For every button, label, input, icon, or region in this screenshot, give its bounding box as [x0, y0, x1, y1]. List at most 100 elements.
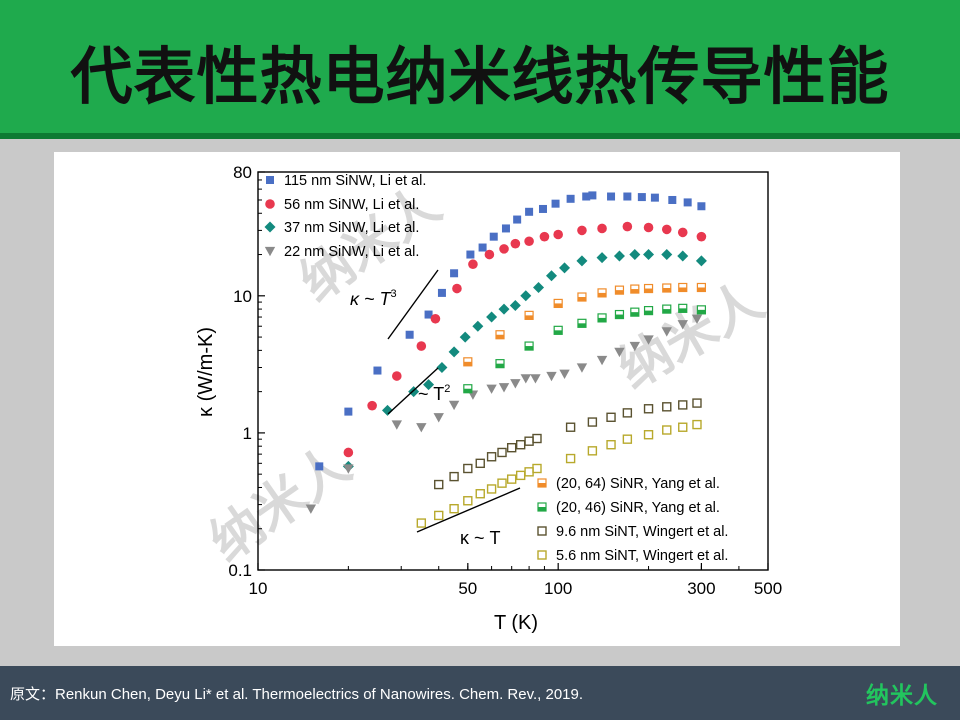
data-point-series-3 [448, 400, 460, 411]
data-point-series-5 [678, 303, 688, 313]
data-point-series-4 [577, 292, 587, 302]
data-point-series-0 [650, 193, 659, 202]
legend-label-series-1: 56 nm SiNW, Li et al. [284, 197, 419, 213]
data-point-series-1 [468, 259, 478, 270]
data-point-series-2 [381, 404, 393, 416]
data-point-series-5 [524, 341, 534, 351]
data-point-series-7 [475, 489, 485, 499]
data-point-series-5 [630, 307, 640, 317]
data-point-series-0 [683, 198, 692, 207]
trend-line-t3 [387, 269, 439, 340]
data-point-series-2 [677, 250, 689, 262]
data-point-series-7 [587, 446, 598, 456]
data-point-series-0 [344, 407, 353, 416]
data-point-series-6 [515, 440, 526, 450]
data-point-series-5 [553, 325, 563, 335]
annotation-t3: κ ~ T3 [350, 288, 397, 309]
data-point-series-0 [697, 202, 706, 211]
data-point-series-1 [452, 283, 462, 294]
data-point-series-3 [343, 464, 354, 474]
data-point-series-5 [597, 313, 607, 323]
data-point-series-1 [577, 225, 587, 236]
data-point-series-2 [436, 361, 448, 373]
data-point-series-3 [520, 374, 531, 384]
annotation-t2: ~ T2 [418, 383, 450, 404]
legend-marker-series-2 [264, 221, 276, 233]
data-point-series-2 [472, 320, 484, 332]
legend-marker-series-0 [266, 176, 274, 184]
data-point-series-5 [643, 306, 654, 316]
data-point-series-6 [524, 436, 534, 446]
data-point-series-4 [495, 330, 505, 340]
data-point-series-6 [643, 404, 654, 414]
legend-label-series-2: 37 nm SiNW, Li et al. [284, 220, 419, 236]
data-point-series-3 [661, 327, 672, 337]
data-point-series-3 [691, 314, 703, 324]
data-point-series-7 [643, 430, 654, 440]
data-point-series-7 [678, 422, 688, 432]
data-point-series-6 [497, 447, 507, 458]
data-point-series-1 [539, 231, 550, 242]
data-point-series-7 [463, 496, 473, 506]
data-point-series-0 [489, 232, 498, 241]
annotation-t1: κ ~ T [460, 528, 501, 548]
data-point-series-0 [582, 192, 591, 201]
legend-label-series-3: 22 nm SiNW, Li et al. [284, 244, 419, 260]
legend-marker-series-5 [537, 502, 547, 512]
data-point-series-2 [520, 290, 532, 302]
data-point-series-2 [613, 250, 625, 262]
data-point-series-6 [463, 463, 473, 474]
data-point-series-2 [695, 255, 707, 267]
x-tick-label: 10 [249, 579, 268, 598]
x-tick-label: 100 [544, 579, 572, 598]
data-point-series-3 [416, 423, 427, 433]
data-point-series-2 [545, 270, 557, 282]
data-point-series-4 [678, 282, 688, 293]
data-point-series-1 [597, 223, 607, 234]
data-point-series-0 [623, 192, 632, 201]
data-point-series-3 [510, 379, 521, 389]
data-point-series-2 [559, 262, 571, 274]
data-point-series-1 [430, 313, 441, 324]
data-point-series-4 [597, 288, 607, 298]
footer-bar: 原文：Renkun Chen, Deyu Li* et al. Thermoel… [0, 666, 960, 720]
data-point-series-6 [506, 442, 517, 453]
data-point-series-5 [662, 304, 672, 314]
data-point-series-1 [416, 341, 427, 351]
data-point-series-6 [662, 402, 672, 412]
y-axis-label: κ (W/m-K) [195, 327, 217, 417]
citation-text: 原文：Renkun Chen, Deyu Li* et al. Thermoel… [10, 686, 584, 703]
data-point-series-7 [565, 453, 576, 464]
data-point-series-3 [629, 341, 641, 352]
data-point-series-0 [566, 194, 575, 203]
y-tick-label: 10 [233, 287, 252, 306]
data-point-series-2 [661, 249, 673, 261]
legend-label-series-7: 5.6 nm SiNT, Wingert et al. [556, 548, 728, 564]
data-point-series-0 [637, 193, 646, 202]
data-point-series-7 [416, 518, 427, 528]
data-point-series-4 [630, 284, 640, 294]
data-point-series-3 [576, 363, 588, 373]
data-point-series-3 [546, 371, 557, 382]
x-tick-label: 500 [754, 579, 782, 598]
x-tick-label: 50 [458, 579, 477, 598]
data-point-series-4 [553, 298, 563, 309]
data-point-series-6 [692, 398, 702, 408]
data-point-series-6 [678, 400, 688, 410]
chart-panel: 纳米人 纳米人 纳米人 10 50 100 300 500 0.1 1 10 80 115 nm… [54, 152, 900, 646]
data-point-series-0 [478, 243, 487, 252]
data-point-series-1 [343, 447, 354, 458]
data-point-series-7 [515, 470, 526, 481]
data-point-series-4 [463, 357, 473, 367]
data-point-series-3 [391, 420, 403, 430]
data-point-series-3 [677, 320, 688, 330]
data-point-series-2 [498, 303, 510, 315]
data-point-series-2 [629, 249, 641, 261]
data-point-series-0 [668, 195, 677, 204]
data-point-series-6 [434, 479, 444, 490]
brand-logo: 纳米人 [866, 683, 938, 709]
data-point-series-2 [596, 252, 608, 264]
data-point-series-7 [449, 503, 459, 514]
data-point-series-7 [606, 440, 616, 450]
